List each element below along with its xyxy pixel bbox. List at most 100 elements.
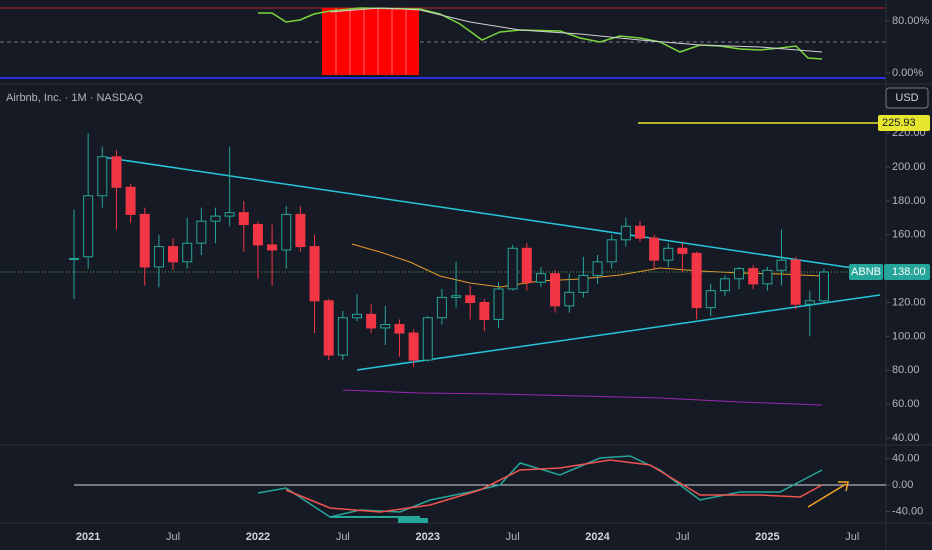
candle-body	[295, 213, 306, 248]
level-label: 225.93	[882, 117, 916, 129]
x-tick-label: 2023	[416, 531, 440, 543]
candle-body	[224, 212, 235, 217]
y-tick-label: 180.00	[892, 195, 926, 207]
currency: USD	[895, 92, 918, 104]
currency-box	[885, 87, 929, 109]
candle-body	[705, 290, 716, 309]
level-badge	[878, 115, 930, 132]
chart-title: Airbnb, Inc. · 1M · NASDAQ	[6, 92, 143, 104]
candle-body	[69, 257, 79, 260]
top-highlight-dividers	[335, 8, 407, 75]
candle-body	[663, 247, 674, 261]
bottom-signal	[285, 459, 823, 513]
candle-body	[422, 317, 433, 361]
candle-body	[578, 274, 589, 293]
volume-average	[342, 389, 823, 406]
arrow-head	[838, 481, 849, 492]
price-badge	[884, 264, 930, 281]
candle-body	[818, 271, 829, 302]
candle-body	[252, 224, 263, 246]
candle-body	[691, 252, 702, 309]
y-tick-label: 0.00%	[892, 67, 923, 79]
candle-body	[408, 332, 419, 361]
candle-body	[111, 156, 122, 188]
y-tick-label: -40.00	[892, 505, 923, 517]
candle-body	[366, 313, 377, 329]
x-tick-label: 2025	[755, 531, 779, 543]
candle-body	[776, 259, 787, 271]
candle-body	[168, 246, 179, 263]
y-tick-label: 60.00	[892, 398, 920, 410]
y-tick-label: 80.00%	[892, 15, 930, 27]
arrow	[807, 483, 847, 508]
x-tick-label: Jul	[675, 531, 689, 543]
candle-body	[790, 259, 801, 305]
y-tick-label: 120.00	[892, 296, 926, 308]
candle-body	[281, 213, 292, 251]
y-tick-label: 40.00	[892, 453, 920, 465]
candle-body	[309, 246, 320, 302]
bottom-oscillator	[257, 455, 823, 518]
candle-body	[535, 273, 546, 283]
candle-body	[734, 268, 745, 280]
candle-body	[719, 278, 730, 292]
candle-body	[592, 261, 603, 276]
lower-trendline	[356, 294, 881, 371]
candle-body	[436, 296, 447, 319]
candle-body	[493, 288, 504, 320]
candle-body	[238, 212, 249, 226]
candle-body	[564, 291, 575, 307]
x-tick-label: 2021	[76, 531, 100, 543]
candle-body	[804, 300, 815, 305]
candle-body	[620, 225, 631, 241]
candle-body	[677, 247, 688, 254]
candle-body	[748, 268, 759, 285]
x-tick-label: Jul	[845, 531, 859, 543]
candle-body	[606, 239, 617, 263]
upper-trendline	[101, 156, 881, 273]
candle-body	[139, 213, 150, 268]
candle-body	[649, 237, 660, 261]
y-tick-label: 0.00	[892, 479, 913, 491]
candle-body	[394, 324, 405, 334]
x-tick-label: Jul	[166, 531, 180, 543]
candle-body	[465, 295, 476, 304]
symbol-badge	[849, 264, 883, 281]
candle-body	[337, 317, 348, 356]
candle-body	[451, 295, 462, 298]
candle-body	[153, 246, 164, 268]
x-tick-label: 2024	[585, 531, 610, 543]
candle-body	[352, 313, 362, 319]
candle-body	[97, 156, 108, 197]
y-tick-label: 160.00	[892, 229, 926, 241]
candle-body	[182, 242, 193, 263]
symbol-label: ABNB	[851, 266, 881, 278]
candle-body	[635, 225, 645, 239]
price-label: 138.00	[892, 266, 926, 278]
y-tick-label: 40.00	[892, 432, 920, 444]
top-oscillator	[258, 7, 823, 60]
top-highlight	[322, 8, 419, 75]
candle-body	[83, 195, 94, 258]
candle-body	[550, 273, 561, 307]
candle-body	[521, 247, 532, 283]
candle-body	[323, 300, 334, 356]
candle-body	[210, 215, 221, 222]
candle-body	[267, 244, 278, 251]
y-tick-label: 100.00	[892, 330, 926, 342]
x-tick-label: Jul	[336, 531, 350, 543]
top-signal	[329, 7, 823, 53]
x-tick-label: 2022	[246, 531, 270, 543]
y-tick-label: 200.00	[892, 161, 926, 173]
y-tick-label: 80.00	[892, 364, 920, 376]
candle-body	[196, 220, 207, 244]
divergence-marker	[398, 518, 428, 523]
candle-body	[507, 247, 518, 290]
candle-body	[479, 302, 490, 320]
candle-body	[380, 324, 391, 329]
x-tick-label: Jul	[506, 531, 520, 543]
candle-body	[125, 186, 136, 215]
candle-body	[762, 269, 773, 285]
